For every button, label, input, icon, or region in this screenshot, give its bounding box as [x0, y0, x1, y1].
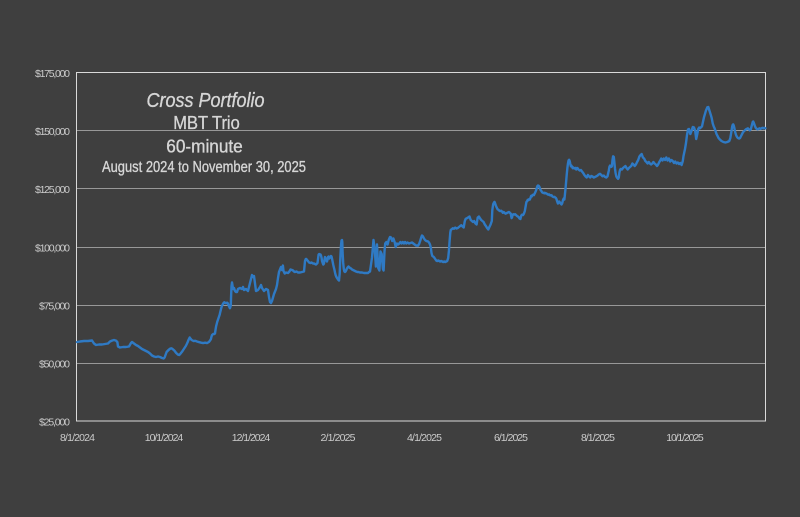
svg-text:$125,000: $125,000	[35, 184, 70, 196]
svg-text:$25,000: $25,000	[39, 417, 70, 429]
svg-text:2/1/2025: 2/1/2025	[321, 432, 356, 444]
svg-text:8/1/2025: 8/1/2025	[581, 432, 615, 444]
svg-text:$150,000: $150,000	[35, 126, 70, 138]
svg-text:12/1/2024: 12/1/2024	[232, 432, 271, 444]
svg-text:$75,000: $75,000	[39, 301, 70, 313]
svg-text:$100,000: $100,000	[35, 243, 70, 255]
svg-text:6/1/2025: 6/1/2025	[494, 432, 528, 444]
svg-text:10/1/2025: 10/1/2025	[666, 432, 704, 444]
svg-text:8/1/2024: 8/1/2024	[60, 432, 95, 444]
svg-text:4/1/2025: 4/1/2025	[407, 432, 442, 444]
svg-text:$50,000: $50,000	[39, 359, 70, 371]
svg-text:August 2024 to November 30, 20: August 2024 to November 30, 2025	[102, 159, 306, 176]
svg-text:60-minute: 60-minute	[166, 136, 243, 157]
svg-text:10/1/2024: 10/1/2024	[145, 432, 184, 444]
svg-text:MBT Trio: MBT Trio	[173, 112, 240, 133]
svg-text:$175,000: $175,000	[35, 68, 70, 80]
svg-text:Cross Portfolio: Cross Portfolio	[147, 89, 265, 112]
